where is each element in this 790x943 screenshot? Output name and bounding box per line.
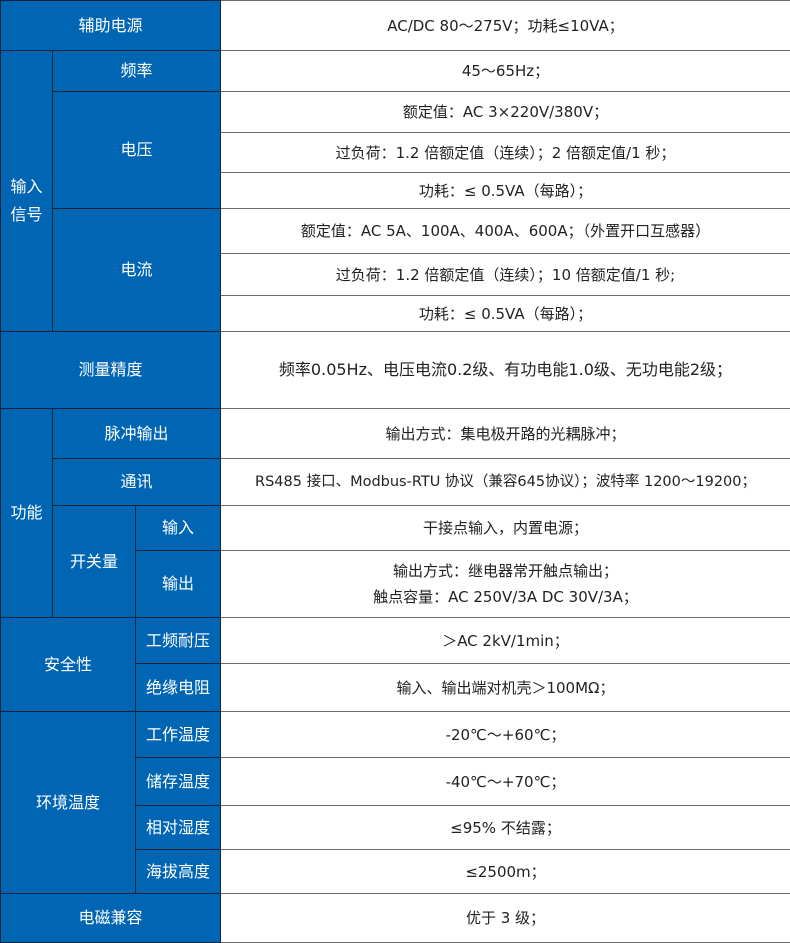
label-comm: 通讯: [53, 459, 221, 506]
value-aux-power: AC/DC 80～275V；功耗≤10VA；: [221, 1, 790, 51]
row-withstand: 安全性 工频耐压 ＞AC 2kV/1min；: [1, 618, 790, 664]
label-frequency: 频率: [53, 51, 221, 92]
label-environment: 环境温度: [1, 712, 136, 894]
value-pulse: 输出方式：集电极开路的光耦脉冲；: [221, 409, 790, 459]
label-pulse: 脉冲输出: [53, 409, 221, 459]
label-humidity: 相对湿度: [136, 806, 221, 850]
label-switch-output: 输出: [136, 551, 221, 618]
row-switch-input: 开关量 输入 干接点输入，内置电源；: [1, 506, 790, 551]
label-input-signal: 输入信号: [1, 51, 53, 332]
label-accuracy: 测量精度: [1, 332, 221, 409]
label-function: 功能: [1, 409, 53, 618]
label-aux-power: 辅助电源: [1, 1, 221, 51]
value-storage-temp: -40℃～+70℃；: [221, 758, 790, 806]
row-accuracy: 测量精度 频率0.05Hz、电压电流0.2级、有功电能1.0级、无功电能2级；: [1, 332, 790, 409]
label-current: 电流: [53, 209, 221, 332]
value-work-temp: -20℃～+60℃；: [221, 712, 790, 758]
label-switch: 开关量: [53, 506, 136, 618]
row-aux-power: 辅助电源 AC/DC 80～275V；功耗≤10VA；: [1, 1, 790, 51]
label-emc: 电磁兼容: [1, 894, 221, 943]
row-current-rated: 电流 额定值：AC 5A、100A、400A、600A；（外置开口互感器）: [1, 209, 790, 254]
value-insulation: 输入、输出端对机壳＞100MΩ；: [221, 664, 790, 712]
row-frequency: 输入信号 频率 45～65Hz；: [1, 51, 790, 92]
label-storage-temp: 储存温度: [136, 758, 221, 806]
value-frequency: 45～65Hz；: [221, 51, 790, 92]
row-work-temp: 环境温度 工作温度 -20℃～+60℃；: [1, 712, 790, 758]
value-current-rated: 额定值：AC 5A、100A、400A、600A；（外置开口互感器）: [221, 209, 790, 254]
value-current-overload: 过负荷：1.2 倍额定值（连续）；10 倍额定值/1 秒;: [221, 254, 790, 296]
value-comm: RS485 接口、Modbus-RTU 协议（兼容645协议）；波特率 1200…: [221, 459, 790, 506]
label-insulation: 绝缘电阻: [136, 664, 221, 712]
label-switch-input: 输入: [136, 506, 221, 551]
value-switch-input: 干接点输入，内置电源；: [221, 506, 790, 551]
value-current-power: 功耗：≤ 0.5VA（每路）；: [221, 296, 790, 332]
label-altitude: 海拔高度: [136, 850, 221, 894]
row-voltage-rated: 电压 额定值：AC 3×220V/380V；: [1, 92, 790, 133]
row-comm: 通讯 RS485 接口、Modbus-RTU 协议（兼容645协议）；波特率 1…: [1, 459, 790, 506]
value-accuracy: 频率0.05Hz、电压电流0.2级、有功电能1.0级、无功电能2级；: [221, 332, 790, 409]
value-voltage-overload: 过负荷：1.2 倍额定值（连续）；2 倍额定值/1 秒；: [221, 133, 790, 173]
value-switch-output: 输出方式：继电器常开触点输出； 触点容量：AC 250V/3A DC 30V/3…: [221, 551, 790, 618]
label-input-line2: 信号: [10, 205, 42, 224]
row-pulse: 功能 脉冲输出 输出方式：集电极开路的光耦脉冲；: [1, 409, 790, 459]
label-work-temp: 工作温度: [136, 712, 221, 758]
value-emc: 优于 3 级；: [221, 894, 790, 943]
value-voltage-power: 功耗：≤ 0.5VA（每路）；: [221, 173, 790, 209]
value-switch-output-mode: 输出方式：继电器常开触点输出；: [221, 558, 790, 584]
value-humidity: ≤95% 不结露；: [221, 806, 790, 850]
label-withstand: 工频耐压: [136, 618, 221, 664]
value-switch-output-capacity: 触点容量：AC 250V/3A DC 30V/3A；: [221, 584, 790, 610]
label-voltage: 电压: [53, 92, 221, 209]
label-safety: 安全性: [1, 618, 136, 712]
label-input-line1: 输入: [10, 177, 42, 196]
value-altitude: ≤2500m；: [221, 850, 790, 894]
row-emc: 电磁兼容 优于 3 级；: [1, 894, 790, 943]
value-voltage-rated: 额定值：AC 3×220V/380V；: [221, 92, 790, 133]
value-withstand: ＞AC 2kV/1min；: [221, 618, 790, 664]
